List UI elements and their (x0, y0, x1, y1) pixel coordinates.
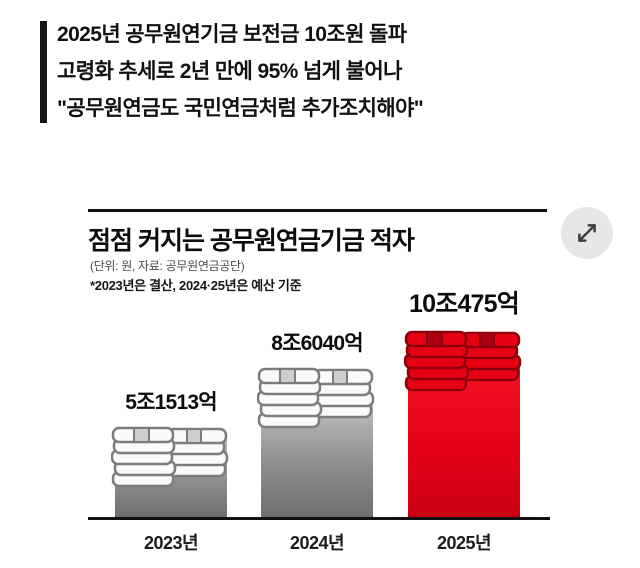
x-axis-line (88, 517, 550, 520)
x-axis-label-2024: 2024년 (289, 533, 345, 553)
money-stack-icon (111, 414, 231, 488)
headline-line-1: 2025년 공무원연기금 보전금 10조원 돌파 (57, 23, 407, 46)
quote-bar (40, 21, 47, 123)
chart-title: 점점 커지는 공무원연금기금 적자 (88, 227, 415, 255)
money-stack-icon (404, 318, 524, 392)
chart-note: *2023년은 결산, 2024·25년은 예산 기준 (90, 278, 302, 293)
money-stack-icon (257, 355, 377, 429)
value-label-2025: 10조475억 (409, 290, 520, 318)
x-axis-label-2023: 2023년 (143, 533, 199, 553)
chart-unit-source: (단위: 원, 자료: 공무원연금공단) (90, 259, 245, 273)
bar-2025 (408, 366, 520, 518)
x-axis-label-2025: 2025년 (436, 533, 492, 553)
value-label-2023: 5조1513억 (125, 391, 217, 414)
chart-top-rule (88, 209, 547, 212)
headline-line-2: 고령화 추세로 2년 만에 95% 넘게 불어나 (57, 60, 402, 83)
expand-arrows-icon (578, 224, 596, 242)
headline-quote: 2025년 공무원연기금 보전금 10조원 돌파 고령화 추세로 2년 만에 9… (40, 16, 424, 127)
expand-button[interactable] (561, 207, 613, 259)
value-label-2024: 8조6040억 (271, 332, 363, 355)
headline-line-3: "공무원연금도 국민연금처럼 추가조치해야" (57, 97, 424, 120)
